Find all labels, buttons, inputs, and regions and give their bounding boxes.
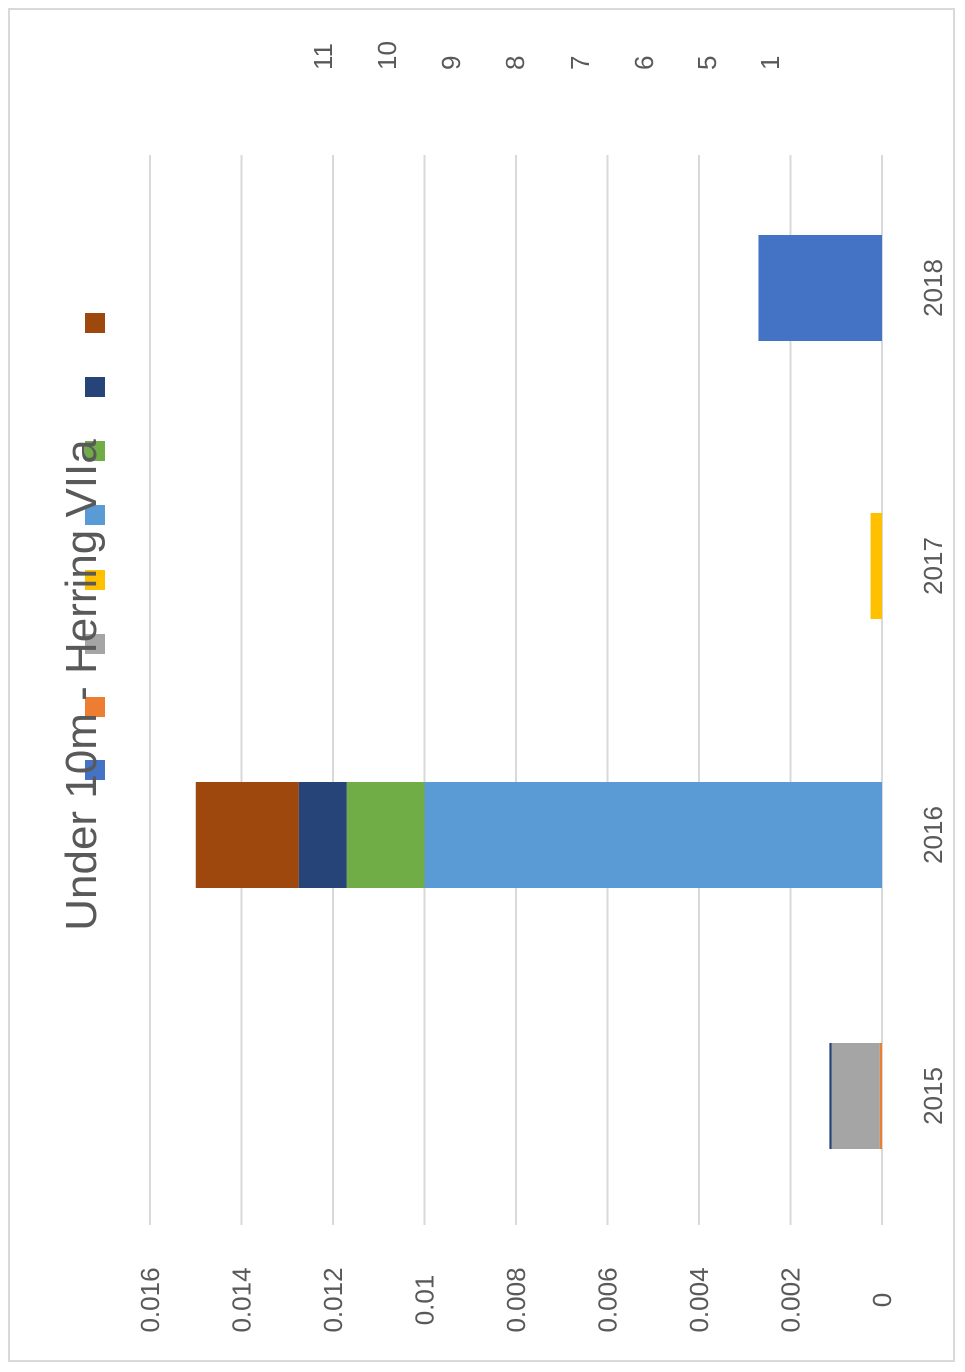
legend: 1 5 6 7 8 9 10 11 bbox=[85, 41, 785, 780]
chart-frame: 0 0.002 0.004 0.006 0.008 0.01 0.012 0.014 0.016… bbox=[8, 8, 955, 1362]
bar-segment bbox=[870, 513, 882, 619]
legend-label: 6 bbox=[629, 56, 659, 70]
value-tick-label: 0.004 bbox=[684, 1267, 714, 1332]
legend-label: 8 bbox=[500, 56, 530, 70]
value-tick-label: 0.012 bbox=[318, 1267, 348, 1332]
bar-segment bbox=[298, 782, 347, 888]
value-tick-label: 0.008 bbox=[501, 1267, 531, 1332]
legend-swatch bbox=[85, 313, 105, 333]
legend-item: 9 bbox=[85, 56, 466, 461]
value-tick-label: 0.014 bbox=[227, 1267, 257, 1332]
value-tick-label: 0 bbox=[867, 1293, 897, 1307]
legend-label: 11 bbox=[308, 43, 338, 70]
legend-item: 6 bbox=[85, 56, 659, 654]
legend-swatch bbox=[85, 760, 105, 780]
bar-segment bbox=[831, 1043, 880, 1149]
legend-item: 5 bbox=[85, 56, 722, 717]
bar-segment bbox=[195, 782, 299, 888]
value-tick-label: 0.006 bbox=[593, 1267, 623, 1332]
legend-item: 7 bbox=[85, 56, 595, 590]
bar-segment bbox=[829, 1043, 832, 1149]
value-tick-label: 0.002 bbox=[776, 1267, 806, 1332]
category-label: 2018 bbox=[918, 259, 948, 317]
legend-label: 10 bbox=[372, 41, 402, 70]
value-axis-tick-labels: 0 0.002 0.004 0.006 0.008 0.01 0.012 0.014 0.016 bbox=[135, 1267, 897, 1332]
bar-segment bbox=[758, 235, 882, 341]
value-tick-label: 0.01 bbox=[410, 1275, 440, 1326]
legend-swatch bbox=[85, 570, 105, 590]
legend-swatch bbox=[85, 697, 105, 717]
legend-swatch bbox=[85, 377, 105, 397]
legend-swatch bbox=[85, 634, 105, 654]
legend-item: 11 bbox=[85, 43, 338, 333]
legend-label: 9 bbox=[436, 56, 466, 70]
category-label: 2017 bbox=[918, 537, 948, 595]
legend-item: 10 bbox=[85, 41, 402, 397]
bar-segment bbox=[424, 782, 882, 888]
legend-item: 1 bbox=[85, 56, 785, 780]
bar-segment bbox=[346, 782, 425, 888]
legend-label: 5 bbox=[692, 56, 722, 70]
value-tick-label: 0.016 bbox=[135, 1267, 165, 1332]
bars bbox=[195, 235, 882, 1149]
legend-label: 7 bbox=[565, 56, 595, 70]
chart-title: Under 10m - Herring VIIa bbox=[57, 439, 106, 931]
legend-swatch bbox=[85, 441, 105, 461]
category-axis-labels: 2015 2016 2017 2018 bbox=[918, 259, 948, 1125]
legend-swatch bbox=[85, 505, 105, 525]
category-label: 2015 bbox=[918, 1067, 948, 1125]
legend-item: 8 bbox=[85, 56, 530, 525]
legend-label: 1 bbox=[755, 56, 785, 70]
bar-segment bbox=[879, 1043, 882, 1149]
category-label: 2016 bbox=[918, 806, 948, 864]
chart-canvas: 0 0.002 0.004 0.006 0.008 0.01 0.012 0.014 0.016… bbox=[57, 41, 948, 1332]
